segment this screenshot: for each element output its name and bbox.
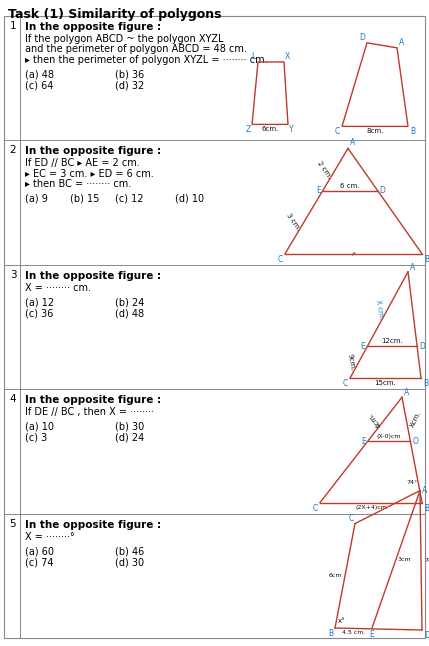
Text: E: E	[316, 186, 321, 195]
Text: (b) 46: (b) 46	[115, 546, 144, 556]
Text: (a) 60: (a) 60	[25, 546, 54, 556]
Text: Y: Y	[289, 125, 293, 134]
Text: (b) 15: (b) 15	[70, 194, 100, 204]
Text: ▸ then the perimeter of polygon XYZL = ········ cm.: ▸ then the perimeter of polygon XYZL = ·…	[25, 55, 268, 65]
Text: Z: Z	[246, 125, 251, 134]
Text: (2X+4)cm: (2X+4)cm	[355, 505, 387, 510]
Text: D: D	[424, 631, 429, 640]
Text: 4: 4	[10, 394, 16, 404]
Text: B: B	[424, 504, 429, 512]
Text: (b) 30: (b) 30	[115, 422, 144, 432]
Text: 4cm.: 4cm.	[368, 411, 383, 428]
Text: (c) 64: (c) 64	[25, 81, 53, 90]
Text: In the opposite figure :: In the opposite figure :	[25, 395, 161, 405]
Text: (c) 3: (c) 3	[25, 433, 47, 443]
Text: 6cm.: 6cm.	[261, 127, 279, 132]
Text: 2 cm.: 2 cm.	[316, 160, 332, 179]
Text: Task (1) Similarity of polygons: Task (1) Similarity of polygons	[8, 8, 221, 21]
Text: A: A	[410, 263, 415, 272]
Text: (b) 24: (b) 24	[115, 297, 145, 307]
Text: (a) 12: (a) 12	[25, 297, 54, 307]
Text: C: C	[335, 127, 340, 136]
Text: A: A	[404, 388, 409, 397]
Text: If the polygon ABCD ~ the polygon XYZL: If the polygon ABCD ~ the polygon XYZL	[25, 34, 224, 44]
Text: In the opposite figure :: In the opposite figure :	[25, 147, 161, 156]
Text: D: D	[380, 186, 386, 195]
Text: L: L	[252, 52, 256, 61]
Text: X = ········°: X = ········°	[25, 532, 75, 541]
Text: (d) 48: (d) 48	[115, 308, 144, 318]
Text: (c) 12: (c) 12	[115, 194, 143, 204]
Text: 74°: 74°	[406, 479, 417, 484]
Text: B: B	[410, 127, 415, 136]
Text: C: C	[343, 379, 348, 388]
Text: If ED // BC ▸ AE = 2 cm.: If ED // BC ▸ AE = 2 cm.	[25, 158, 140, 169]
Text: 5: 5	[10, 519, 16, 528]
Text: If DE // BC , then X = ········: If DE // BC , then X = ········	[25, 407, 154, 417]
Text: O: O	[412, 437, 418, 446]
Text: E: E	[361, 342, 366, 351]
Text: X = ········ cm.: X = ········ cm.	[25, 283, 91, 293]
Text: A: A	[399, 38, 404, 47]
Text: 4.5 cm.: 4.5 cm.	[342, 630, 365, 635]
Text: In the opposite figure :: In the opposite figure :	[25, 271, 161, 281]
Text: B: B	[328, 629, 333, 638]
Text: ▸ then BC = ········ cm.: ▸ then BC = ········ cm.	[25, 180, 131, 189]
Text: (X-0)cm: (X-0)cm	[377, 435, 401, 439]
Text: In the opposite figure :: In the opposite figure :	[25, 519, 161, 530]
Text: (d) 30: (d) 30	[115, 557, 144, 567]
Text: D: D	[419, 342, 425, 351]
Text: (a) 10: (a) 10	[25, 422, 54, 432]
Text: A: A	[350, 138, 355, 147]
Text: C: C	[313, 504, 318, 512]
Text: (a) 9: (a) 9	[25, 194, 48, 204]
Text: 2: 2	[10, 145, 16, 156]
Text: 12cm.: 12cm.	[381, 339, 403, 344]
Text: Xcm.: Xcm.	[409, 410, 422, 428]
Text: (b) 36: (b) 36	[115, 70, 144, 79]
Text: 1: 1	[10, 21, 16, 31]
Text: 6cm: 6cm	[329, 573, 342, 578]
Text: and the perimeter of polygon ABCD = 48 cm.: and the perimeter of polygon ABCD = 48 c…	[25, 45, 247, 54]
Text: B: B	[423, 379, 428, 388]
Text: B: B	[424, 255, 429, 264]
Text: (c) 74: (c) 74	[25, 557, 54, 567]
Text: X: X	[285, 52, 290, 61]
Text: A: A	[422, 486, 427, 495]
Text: 3 cm.: 3 cm.	[285, 213, 301, 232]
Text: C: C	[278, 255, 283, 264]
Text: (c) 36: (c) 36	[25, 308, 53, 318]
Text: E: E	[370, 630, 375, 639]
Text: D: D	[359, 33, 365, 42]
Text: 3cm: 3cm	[398, 557, 411, 562]
Text: E: E	[361, 437, 366, 446]
Text: (d) 10: (d) 10	[175, 194, 204, 204]
Text: C: C	[349, 514, 354, 523]
Text: 74°: 74°	[424, 557, 429, 563]
Text: In the opposite figure :: In the opposite figure :	[25, 22, 161, 32]
Text: X cm.: X cm.	[375, 298, 385, 319]
Text: 8cm.: 8cm.	[366, 129, 384, 134]
Text: 9cm.: 9cm.	[347, 353, 356, 371]
Text: (d) 32: (d) 32	[115, 81, 144, 90]
Text: (a) 48: (a) 48	[25, 70, 54, 79]
Text: (d) 24: (d) 24	[115, 433, 144, 443]
Text: x°: x°	[338, 618, 346, 624]
Text: ▸ EC = 3 cm. ▸ ED = 6 cm.: ▸ EC = 3 cm. ▸ ED = 6 cm.	[25, 169, 154, 179]
Text: 6 cm.: 6 cm.	[340, 183, 360, 189]
Text: 15cm.: 15cm.	[375, 380, 396, 386]
Text: 3: 3	[10, 270, 16, 280]
